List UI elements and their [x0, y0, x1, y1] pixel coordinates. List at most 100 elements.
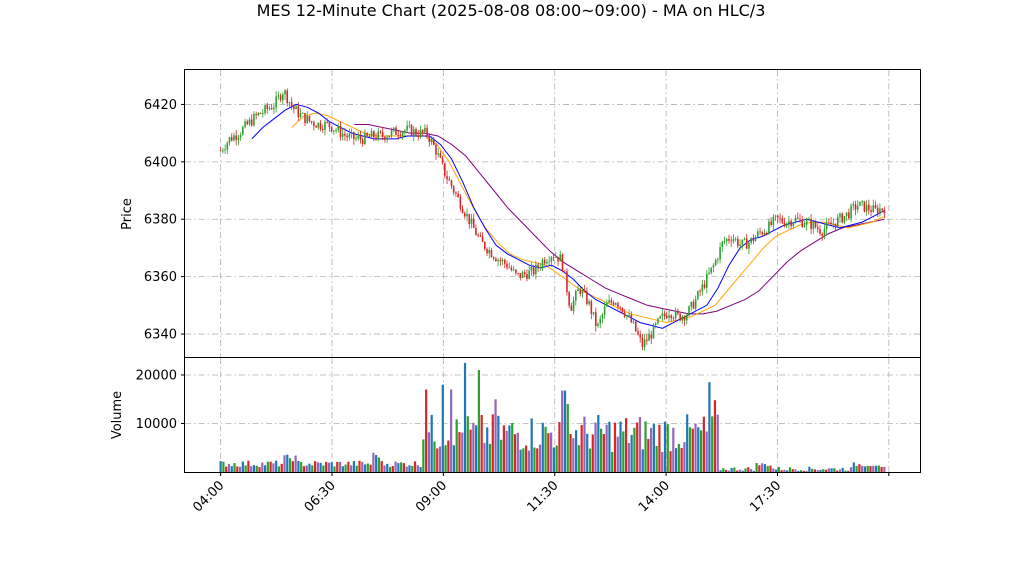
candle-body [244, 121, 246, 128]
candle-body [228, 137, 231, 143]
volume-bar [411, 465, 414, 472]
volume-bar [688, 427, 692, 472]
candle-body [537, 264, 539, 268]
volume-bar [405, 466, 408, 472]
candle-body [581, 290, 584, 294]
candle-body [666, 315, 668, 318]
candle-body [350, 132, 353, 134]
volume-bar [780, 470, 783, 472]
volume-bar [716, 414, 719, 472]
volume-bar [255, 465, 258, 472]
candle-body [246, 121, 249, 125]
volume-bar [422, 439, 425, 472]
candle-body [333, 130, 335, 132]
candle-body [839, 213, 841, 218]
volume-bar [327, 462, 331, 472]
volume-bar [408, 465, 411, 472]
candle-body [370, 131, 373, 137]
volume-bar [727, 470, 730, 472]
volume-bar [458, 432, 461, 472]
volume-bar [527, 450, 530, 472]
volume-bar [883, 466, 886, 472]
volume-bar [288, 458, 292, 472]
candle-body [779, 217, 781, 219]
candle-body [357, 136, 360, 139]
candle-body [679, 313, 681, 321]
x-tick-label: 14:00 [636, 478, 673, 515]
volume-bar [705, 431, 708, 472]
volume-bar [611, 451, 614, 472]
candle-body [408, 125, 411, 127]
candle-body [590, 301, 593, 314]
candle-body [488, 249, 491, 254]
candle-body [399, 135, 402, 136]
volume-bar [844, 470, 847, 472]
candle-body [730, 240, 732, 242]
candle-body [557, 257, 559, 262]
volume-bar [461, 432, 464, 472]
candle-body [850, 205, 852, 219]
volume-bar [297, 460, 300, 472]
candle-body [424, 127, 426, 133]
candle-body [765, 232, 768, 234]
candle-body [643, 339, 646, 347]
candle-body [719, 247, 721, 260]
volume-bar [233, 463, 236, 472]
volume-bars [219, 362, 886, 472]
candle-body [659, 316, 661, 319]
candle-body [535, 264, 537, 275]
volume-bar [330, 462, 333, 472]
volume-bar [847, 470, 850, 472]
candle-body [621, 307, 624, 313]
volume-bar [394, 461, 397, 472]
candle-body [477, 235, 479, 236]
volume-bar [872, 465, 875, 472]
candle-body [570, 305, 573, 311]
candle-body [361, 139, 364, 145]
candle-body [741, 239, 744, 245]
candle-body [717, 259, 719, 261]
candle-body [623, 312, 626, 317]
volume-bar [761, 463, 764, 472]
candle-body [526, 274, 528, 279]
candle-body [468, 213, 471, 224]
candle-body [568, 292, 570, 306]
x-tick-label: 09:00 [413, 478, 450, 515]
candle-body [757, 231, 759, 237]
volume-bar [402, 463, 406, 472]
candle-body [646, 339, 648, 341]
volume-bar [594, 422, 597, 472]
candle-body [426, 127, 428, 136]
volume-bar [491, 414, 494, 472]
candle-body [459, 196, 462, 209]
volume-bar [355, 465, 358, 472]
candle-body [368, 135, 371, 137]
candle-body [750, 237, 752, 243]
candle-body [555, 257, 557, 258]
volume-bar [752, 470, 755, 472]
candle-body [321, 129, 324, 131]
candle-body [248, 119, 251, 125]
candle-body [608, 300, 610, 303]
candle-body [774, 215, 777, 217]
x-axis-ticks: 04:00 06:30 09:00 11:30 14:00 17:30 [190, 472, 890, 515]
candle-body [532, 266, 535, 275]
volume-bar [322, 465, 325, 472]
volume-bar [719, 470, 722, 472]
candle-body [541, 259, 544, 268]
volume-bar [252, 465, 256, 472]
candle-body [475, 227, 477, 236]
volume-bar [286, 454, 289, 472]
volume-bar [636, 422, 639, 472]
volume-bar [419, 467, 422, 472]
volume-bar [802, 470, 805, 472]
candle-body [415, 129, 417, 136]
candle-body [754, 236, 757, 242]
candle-body [874, 205, 877, 208]
candlesticks [219, 88, 886, 352]
candle-body [392, 127, 395, 131]
candle-body [495, 258, 497, 262]
candle-body [876, 207, 879, 214]
ma-slow-line [354, 124, 885, 315]
volume-bar [269, 461, 272, 472]
